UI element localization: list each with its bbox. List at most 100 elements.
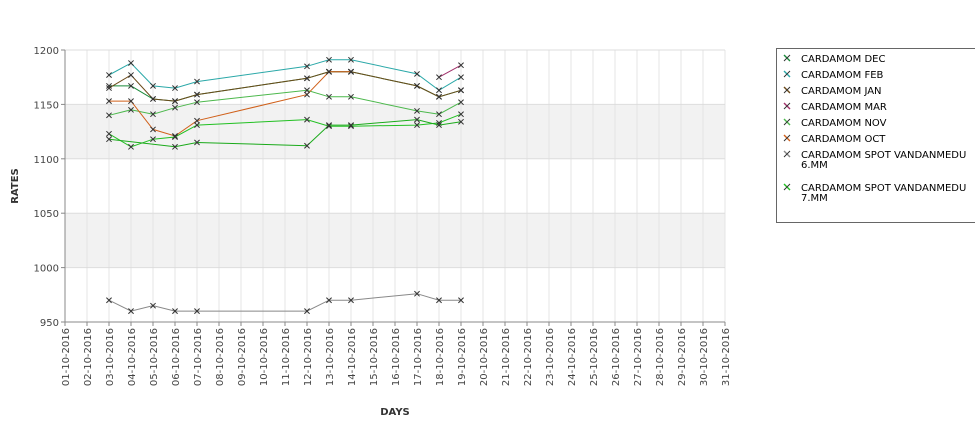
data-point (150, 82, 156, 89)
x-tick-label: 14-10-2016 (347, 328, 358, 386)
data-point-stroke (172, 143, 178, 150)
data-point (348, 93, 354, 100)
data-point (414, 290, 420, 297)
data-point-stroke (150, 96, 156, 102)
data-point (172, 132, 178, 139)
data-point-stroke (326, 297, 332, 304)
legend-marker (783, 150, 791, 158)
data-point-stroke (348, 297, 354, 304)
series-line (106, 87, 464, 119)
data-point-stroke (150, 82, 156, 89)
series-line (106, 68, 354, 139)
data-point (304, 142, 310, 149)
legend-label: CARDAMOM DEC (801, 54, 885, 65)
data-point-stroke (348, 68, 354, 75)
data-point-stroke (106, 112, 112, 119)
data-point (326, 56, 332, 63)
x-tick-label: 13-10-2016 (325, 328, 336, 386)
legend-label: 6.MM (801, 160, 828, 171)
x-tick-label: 09-10-2016 (237, 328, 248, 386)
y-tick-label: 1150 (34, 100, 59, 111)
x-tick-label: 12-10-2016 (303, 328, 314, 386)
data-point-stroke (150, 111, 156, 118)
legend-box (776, 48, 975, 223)
data-point-stroke (458, 118, 464, 125)
data-point-stroke (194, 308, 200, 315)
data-point-stroke (128, 106, 134, 113)
legend-item: CARDAMOM FEB (783, 70, 884, 81)
series-line (106, 290, 464, 315)
data-point (326, 93, 332, 100)
x-tick-label: 06-10-2016 (171, 328, 182, 386)
data-point-stroke (414, 107, 420, 114)
legend-marker (783, 183, 791, 191)
y-tick-label: 950 (40, 318, 59, 329)
data-point (458, 297, 464, 304)
data-point-stroke (194, 99, 200, 106)
x-tick-label: 24-10-2016 (567, 328, 578, 386)
x-tick-label: 20-10-2016 (479, 328, 490, 386)
data-point (194, 117, 200, 124)
data-point-stroke (194, 78, 200, 85)
x-tick-label: 31-10-2016 (721, 328, 732, 386)
data-point-stroke (414, 122, 420, 129)
data-point-stroke (304, 308, 310, 315)
data-point-stroke (128, 60, 134, 67)
data-point (128, 98, 134, 105)
data-point (348, 56, 354, 63)
data-point (128, 143, 134, 150)
legend-item: CARDAMOM NOV (783, 118, 887, 129)
data-point (128, 106, 134, 113)
data-point (304, 87, 310, 94)
data-point (348, 122, 354, 129)
data-point-stroke (436, 111, 442, 118)
x-tick-label: 11-10-2016 (281, 328, 292, 386)
series-path (438, 64, 462, 78)
data-point-stroke (348, 122, 354, 129)
series-line (106, 56, 464, 94)
data-point (436, 93, 442, 100)
data-point-stroke (194, 91, 200, 98)
data-point-stroke (128, 143, 134, 150)
legend-item: CARDAMOM JAN (783, 86, 882, 97)
data-point (414, 70, 420, 77)
data-point (150, 136, 156, 143)
data-point (458, 74, 464, 81)
data-point (172, 308, 178, 315)
x-tick-label: 08-10-2016 (215, 328, 226, 386)
legend-label: CARDAMOM MAR (801, 102, 887, 113)
data-point-stroke (106, 98, 112, 105)
data-point-stroke (150, 126, 156, 133)
legend-label: CARDAMOM JAN (801, 86, 882, 97)
data-point-stroke (458, 111, 464, 118)
data-point (436, 87, 442, 94)
legend-item: CARDAMOM OCT (783, 134, 886, 145)
data-point-stroke (436, 122, 442, 129)
x-tick-label: 01-10-2016 (61, 328, 72, 386)
data-point (304, 75, 310, 82)
data-point-stroke (304, 142, 310, 149)
data-point-stroke (348, 123, 354, 130)
x-tick-label: 19-10-2016 (457, 328, 468, 386)
data-point (326, 123, 332, 130)
data-point-stroke (348, 93, 354, 100)
data-point (106, 297, 112, 304)
legend-item: CARDAMOM MAR (783, 102, 887, 113)
data-point (194, 78, 200, 85)
data-series (106, 56, 464, 315)
legend-marker (783, 86, 791, 94)
data-point (326, 122, 332, 129)
y-tick-label: 1050 (34, 209, 59, 220)
data-point (106, 112, 112, 119)
data-point (414, 116, 420, 123)
series-path (109, 71, 351, 137)
x-tick-label: 28-10-2016 (655, 328, 666, 386)
data-point (194, 91, 200, 98)
data-point-stroke (436, 74, 442, 81)
data-point (414, 107, 420, 114)
x-tick-label: 18-10-2016 (435, 328, 446, 386)
data-point-stroke (172, 308, 178, 315)
data-point-stroke (128, 82, 134, 89)
